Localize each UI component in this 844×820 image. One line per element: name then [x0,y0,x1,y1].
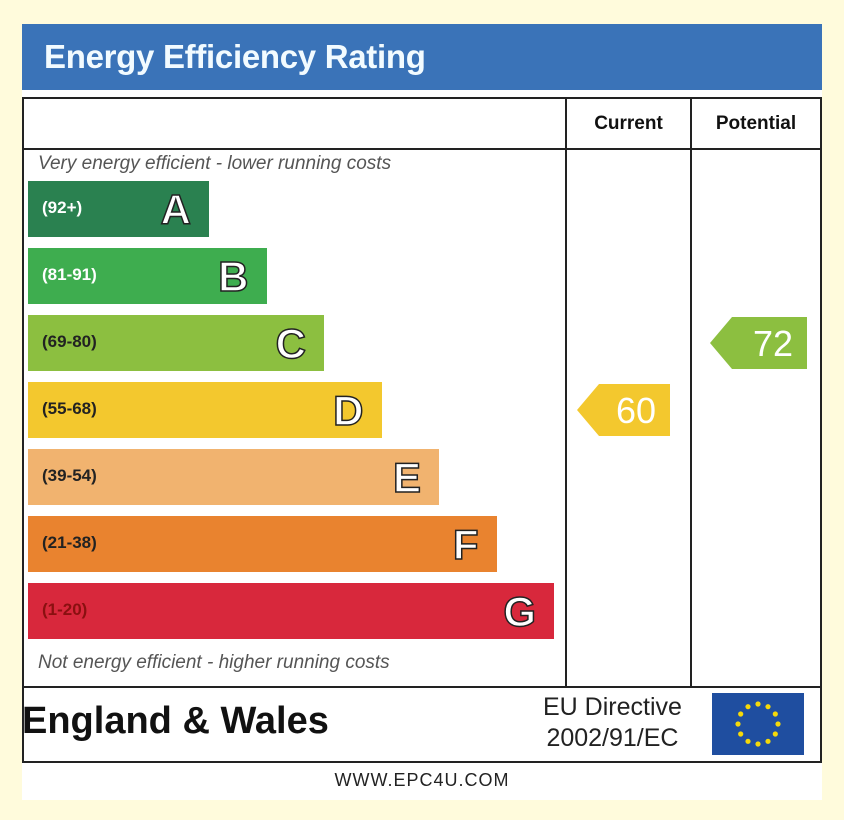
eu-flag-icon [712,693,804,755]
column-divider [690,99,692,686]
current-rating-value: 60 [615,390,656,431]
flag-star [735,721,741,727]
eu-directive: EU Directive 2002/91/EC [543,692,682,754]
current-rating-arrow: 60 [577,384,670,436]
bottom-note: Not energy efficient - higher running co… [38,652,390,673]
flag-star [738,711,744,717]
flag-star [755,701,761,707]
footer-row-divider [24,686,820,688]
rating-table: Current Potential Very energy efficient … [22,97,822,763]
band-a: (92+) A [28,181,209,237]
band-range: (81-91) [42,265,97,284]
band-letter: A [160,185,192,234]
band-range: (21-38) [42,533,97,552]
potential-rating-value: 72 [752,323,793,364]
flag-star [745,738,751,744]
header-bar: Energy Efficiency Rating [22,24,822,90]
band-range: (92+) [42,198,83,217]
band-letter: G [503,587,537,636]
column-divider [565,99,567,686]
top-note: Very energy efficient - lower running co… [38,153,392,174]
region-label: England & Wales [22,700,329,742]
chart-title: Energy Efficiency Rating [44,38,426,75]
band-g: (1-20) G [28,583,554,639]
website-label: WWW.EPC4U.COM [334,770,510,790]
band-letter: F [452,520,479,569]
band-range: (55-68) [42,399,97,418]
flag-star [765,704,771,710]
flag-star [765,738,771,744]
band-letter: D [332,386,364,435]
potential-column-header: Potential [715,113,797,134]
flag-star [738,731,744,737]
band-range: (1-20) [42,600,88,619]
band-range: (69-80) [42,332,97,351]
band-letter: E [392,453,422,502]
flag-star [772,731,778,737]
band-f: (21-38) F [28,516,497,572]
flag-star [755,741,761,747]
directive-line1: EU Directive [543,693,682,721]
directive-line2: 2002/91/EC [546,724,679,752]
band-c: (69-80) C [28,315,324,371]
flag-star [775,721,781,727]
current-column-header: Current [594,113,663,134]
band-range: (39-54) [42,466,97,485]
flag-star [745,704,751,710]
band-letter: B [217,252,249,301]
band-d: (55-68) D [28,382,382,438]
band-letter: C [275,319,307,368]
potential-rating-arrow: 72 [710,317,807,369]
header-row-divider [24,148,820,150]
flag-star [772,711,778,717]
band-e: (39-54) E [28,449,439,505]
band-b: (81-91) B [28,248,267,304]
